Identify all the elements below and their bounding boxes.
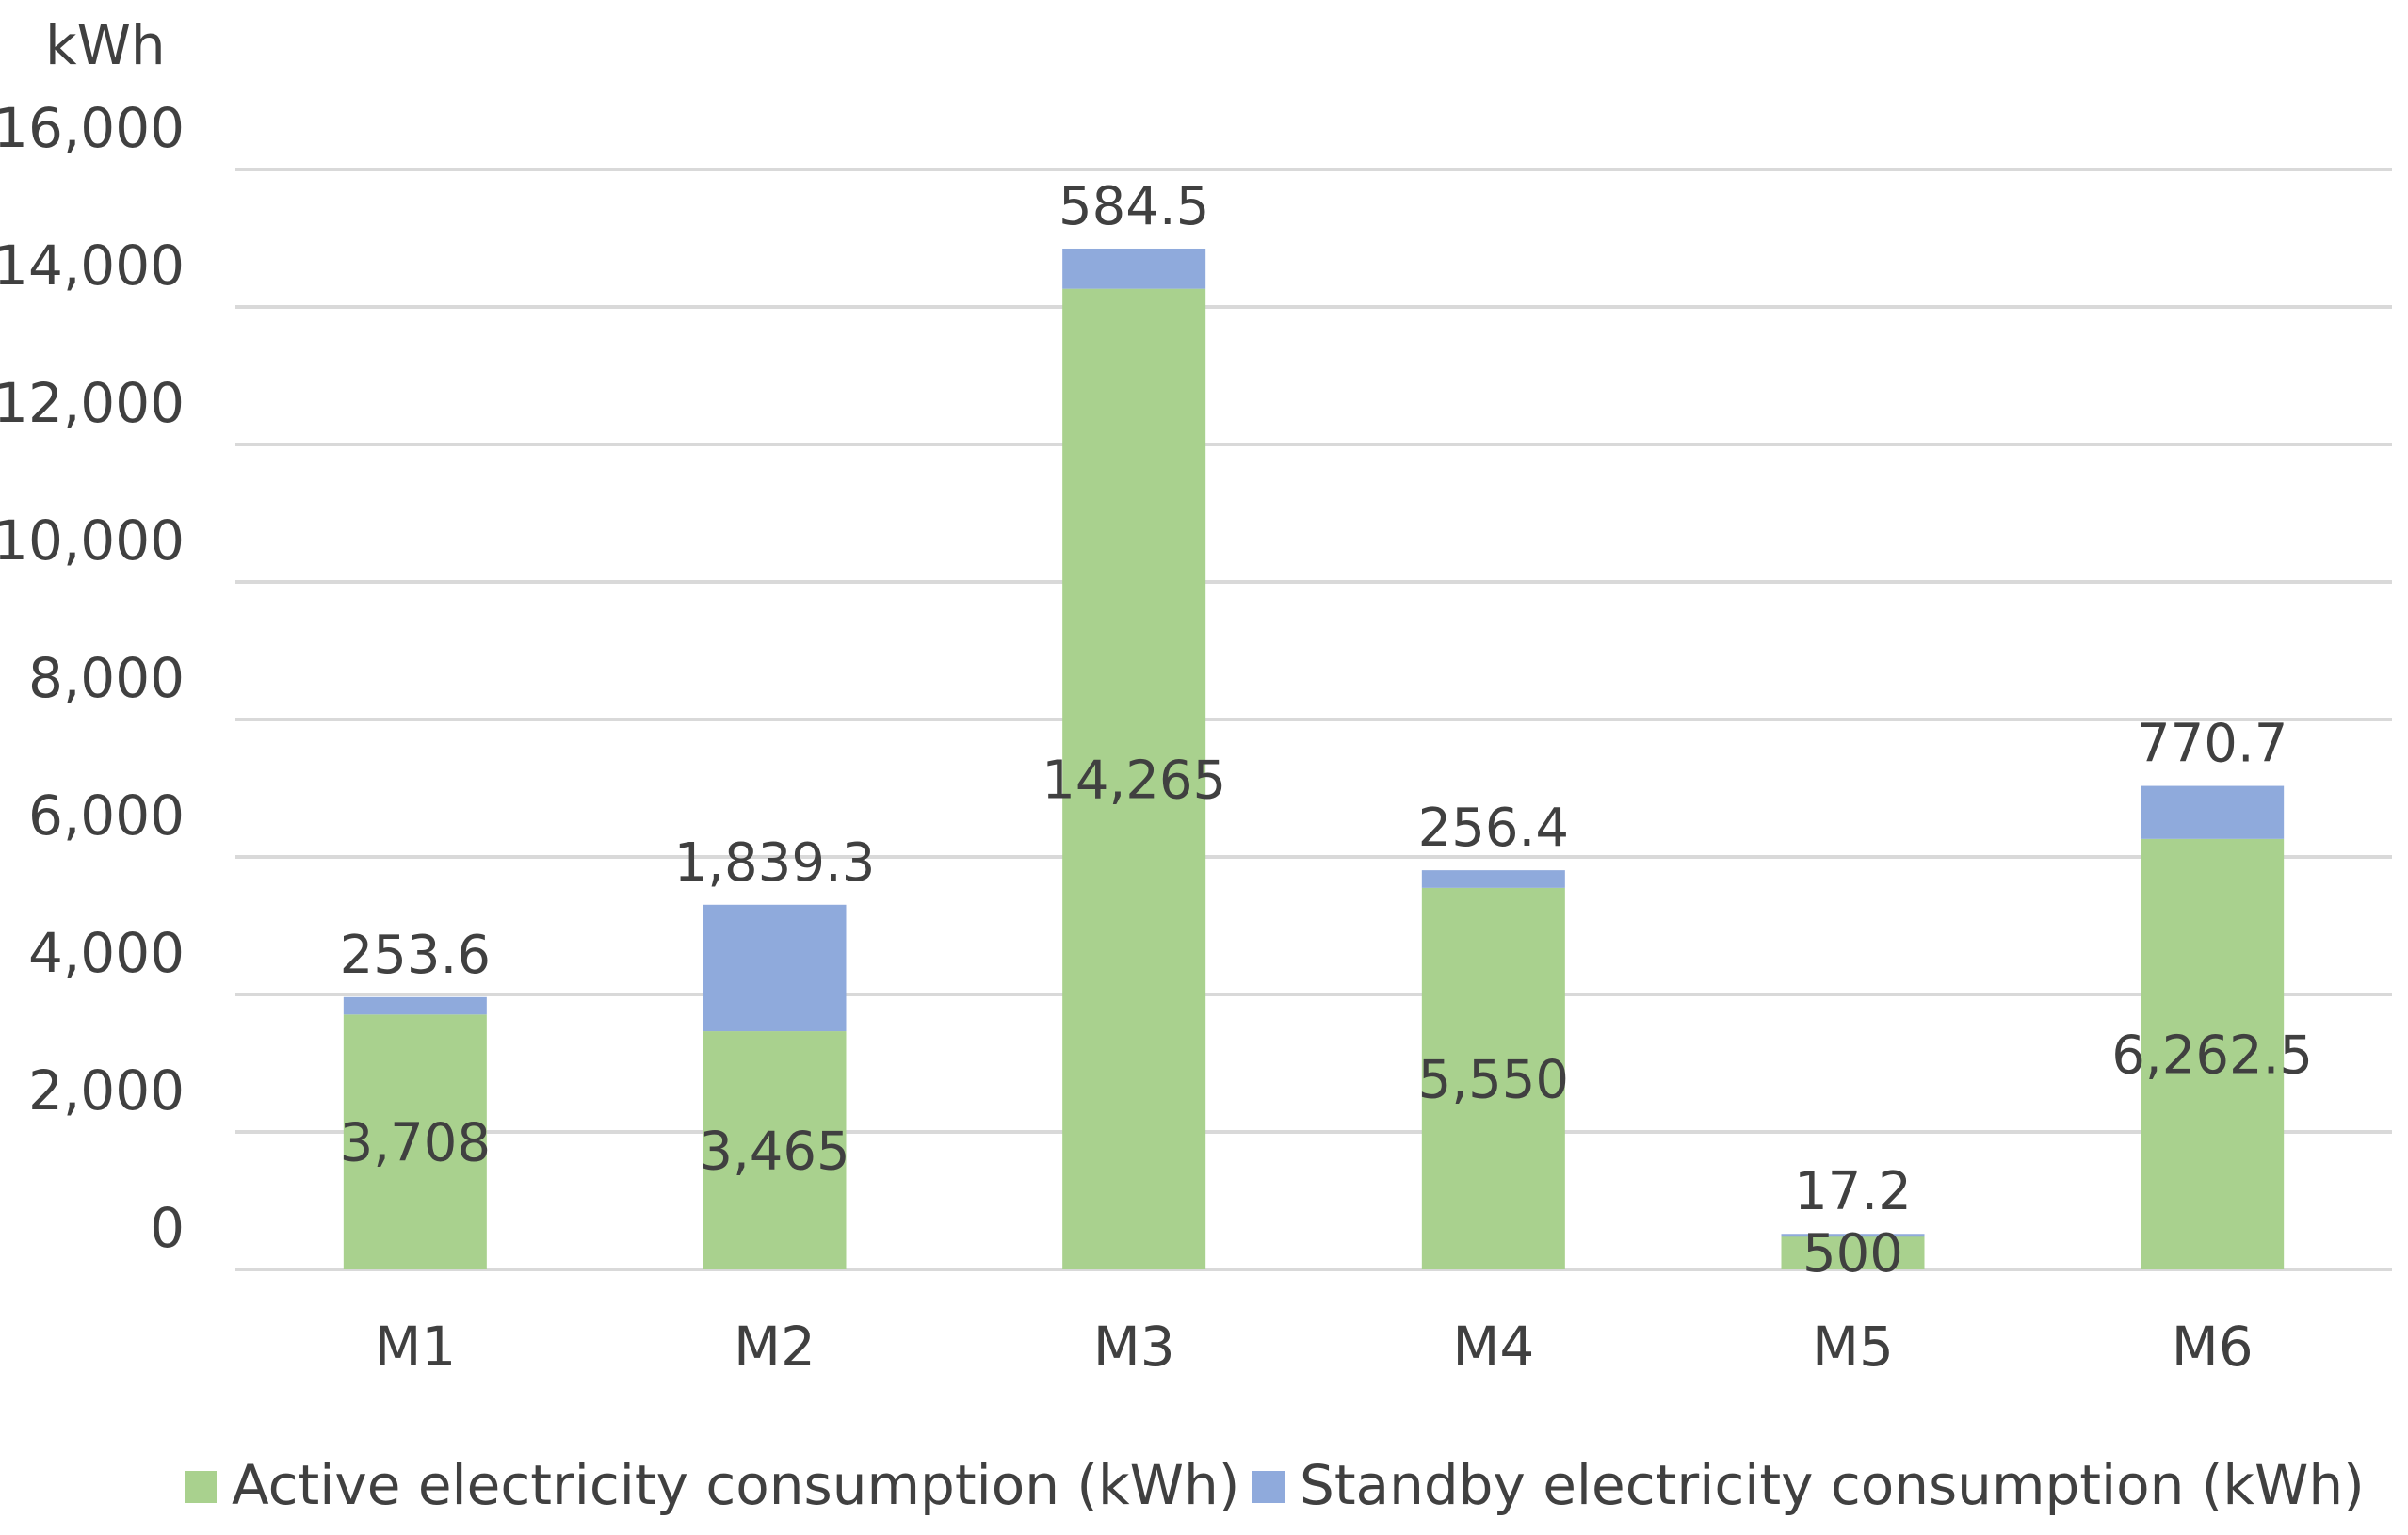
x-category-label: M5 — [1812, 1315, 1894, 1379]
y-tick-label: 4,000 — [28, 921, 185, 985]
legend-swatch — [1252, 1471, 1285, 1503]
y-tick-label: 12,000 — [0, 371, 185, 435]
data-label-active: 500 — [1802, 1223, 1903, 1285]
data-label-active: 3,465 — [699, 1122, 849, 1183]
data-label-standby: 17.2 — [1794, 1161, 1912, 1222]
x-axis-categories: M1 M2 M3 M4 M5 M6 — [374, 1315, 2253, 1379]
x-category-label: M3 — [1093, 1315, 1175, 1379]
bar-active-m3 — [1062, 288, 1206, 1269]
legend-item: Active electricity consumption (kWh) — [185, 1453, 1239, 1517]
y-tick-label: 16,000 — [0, 96, 185, 160]
data-label-standby: 770.7 — [2137, 714, 2287, 775]
data-labels: 3,708 253.6 3,465 1,839.3 14,265 584.5 5,550 25… — [340, 176, 2313, 1285]
y-tick-label: 6,000 — [28, 784, 185, 848]
bar-standby-m1 — [343, 996, 487, 1015]
x-category-label: M2 — [734, 1315, 816, 1379]
x-category-label: M1 — [374, 1315, 456, 1379]
bar-standby-m2 — [703, 904, 847, 1032]
data-label-standby: 256.4 — [1418, 798, 1569, 859]
y-tick-label: 14,000 — [0, 234, 185, 298]
gridlines — [235, 168, 2392, 1271]
data-label-standby: 253.6 — [340, 925, 491, 986]
x-category-label: M6 — [2172, 1315, 2254, 1379]
legend-label: Standby electricity consumption (kWh) — [1300, 1453, 2365, 1517]
y-axis-title: kWh — [45, 13, 166, 77]
x-category-label: M4 — [1452, 1315, 1534, 1379]
bars — [343, 248, 2285, 1269]
y-tick-label: 8,000 — [28, 646, 185, 710]
legend: Active electricity consumption (kWh) Stan… — [185, 1453, 2365, 1517]
data-label-active: 3,708 — [340, 1113, 491, 1174]
legend-swatch — [185, 1471, 217, 1503]
data-label-active: 14,265 — [1042, 750, 1226, 811]
data-label-active: 5,550 — [1418, 1049, 1569, 1110]
bar-standby-m5 — [1781, 1234, 1925, 1237]
data-label-standby: 584.5 — [1059, 176, 1209, 237]
bar-active-m2 — [703, 1031, 847, 1269]
y-tick-label: 10,000 — [0, 509, 185, 573]
legend-item: Standby electricity consumption (kWh) — [1252, 1453, 2365, 1517]
y-axis-ticks: 0 2,000 4,000 6,000 8,000 10,000 12,000 14,000 1… — [0, 96, 185, 1260]
data-label-active: 6,262.5 — [2111, 1025, 2313, 1086]
bar-standby-m6 — [2141, 785, 2285, 839]
y-tick-label: 0 — [150, 1196, 185, 1260]
y-tick-label: 2,000 — [28, 1058, 185, 1123]
bar-active-m6 — [2141, 838, 2285, 1269]
data-label-standby: 1,839.3 — [674, 832, 876, 894]
bar-active-m1 — [343, 1014, 487, 1269]
bar-standby-m3 — [1062, 248, 1206, 289]
bar-active-m4 — [1421, 887, 1565, 1269]
bar-active-m5 — [1781, 1235, 1925, 1269]
legend-label: Active electricity consumption (kWh) — [232, 1453, 1239, 1517]
bar-standby-m4 — [1421, 870, 1565, 888]
